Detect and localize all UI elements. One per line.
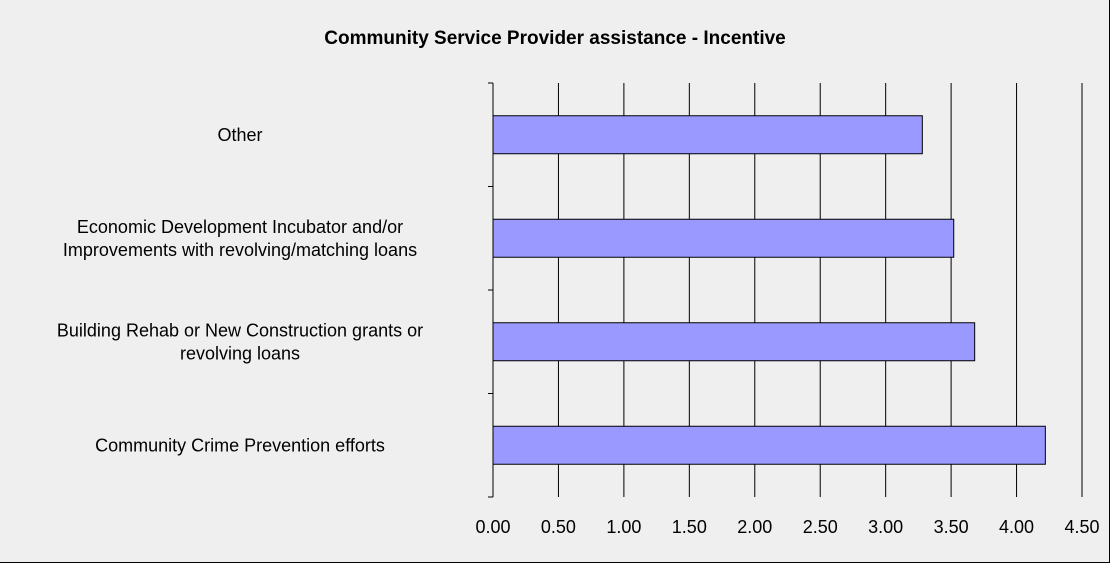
category-label: revolving loans xyxy=(180,343,300,363)
x-tick-label: 4.00 xyxy=(999,517,1034,537)
category-label: Economic Development Incubator and/or xyxy=(77,217,403,237)
x-tick-label: 0.00 xyxy=(475,517,510,537)
x-tick-label: 1.50 xyxy=(672,517,707,537)
category-label: Building Rehab or New Construction grant… xyxy=(57,320,423,340)
bar xyxy=(492,115,923,155)
bar xyxy=(492,425,1046,465)
x-tick-label: 4.50 xyxy=(1064,517,1099,537)
bar xyxy=(492,322,976,362)
x-tick-label: 0.50 xyxy=(541,517,576,537)
x-tick-label: 1.00 xyxy=(606,517,641,537)
category-label: Improvements with revolving/matching loa… xyxy=(63,240,417,260)
x-tick-label: 2.00 xyxy=(737,517,772,537)
x-tick-label: 3.50 xyxy=(934,517,969,537)
category-label: Community Crime Prevention efforts xyxy=(95,435,385,455)
x-tick-label: 3.00 xyxy=(868,517,903,537)
x-tick-label: 2.50 xyxy=(803,517,838,537)
chart-title: Community Service Provider assistance - … xyxy=(324,28,786,49)
category-label: Other xyxy=(217,125,262,145)
bar xyxy=(492,218,955,258)
